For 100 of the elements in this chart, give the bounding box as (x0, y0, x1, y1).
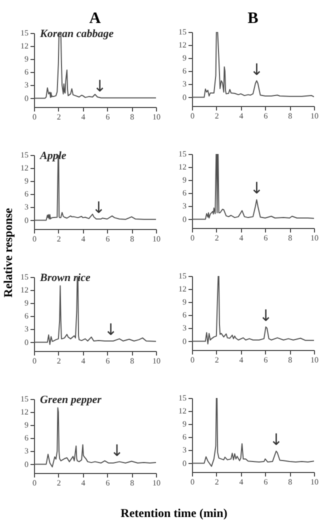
y-tick-label: 0 (24, 94, 28, 103)
y-tick-label: 9 (182, 176, 186, 185)
x-tick-label: 8 (288, 356, 292, 364)
annotation: Apple (39, 150, 66, 162)
annotation: ↓ (250, 60, 264, 79)
x-tick-label: 10 (152, 112, 160, 122)
y-tick-label: 6 (182, 432, 186, 442)
annotation: ↓ (104, 320, 118, 339)
x-tick-label: 4 (239, 234, 244, 242)
x-tick-label: 0 (190, 112, 194, 120)
y-tick-label: 15 (178, 150, 186, 158)
x-tick-label: 10 (152, 234, 160, 244)
y-tick-label: 9 (182, 298, 186, 307)
y-tick-label: 9 (182, 420, 186, 429)
x-tick-label: 8 (130, 234, 134, 244)
x-tick-label: 8 (130, 112, 134, 122)
y-tick-label: 0 (24, 460, 28, 469)
x-tick-label: 8 (288, 112, 292, 120)
x-tick-label: 10 (152, 356, 160, 366)
x-tick-label: 4 (81, 112, 86, 122)
x-tick-label: 8 (130, 478, 134, 488)
annotation: Green pepper (40, 394, 102, 406)
y-tick-label: 6 (24, 190, 28, 199)
annotation: ↓ (110, 441, 124, 460)
y-tick-label: 3 (24, 446, 28, 456)
y-tick-label: 12 (20, 42, 28, 51)
annotation: ↓ (92, 198, 106, 217)
y-tick-label: 3 (182, 324, 186, 333)
x-tick-label: 2 (56, 112, 61, 122)
y-tick-label: 0 (24, 338, 28, 347)
y-tick-label: 9 (24, 420, 28, 430)
y-tick-label: 15 (20, 394, 28, 404)
x-tick-label: 10 (310, 234, 318, 242)
y-tick-label: 15 (178, 28, 186, 36)
y-tick-label: 12 (20, 286, 28, 295)
x-tick-label: 10 (310, 478, 318, 486)
y-tick-label: 3 (24, 202, 28, 212)
y-tick-label: 12 (178, 40, 186, 50)
x-tick-label: 6 (264, 478, 268, 486)
x-tick-label: 2 (56, 478, 61, 488)
x-tick-label: 0 (32, 356, 36, 366)
x-tick-label: 4 (81, 356, 86, 366)
x-tick-label: 2 (214, 112, 219, 120)
x-tick-label: 8 (288, 478, 292, 486)
x-tick-label: 0 (190, 234, 194, 242)
x-tick-label: 8 (288, 234, 292, 242)
annotation: ↓ (259, 306, 273, 325)
x-tick-label: 6 (264, 112, 268, 120)
y-tick-label: 0 (182, 458, 186, 468)
y-tick-label: 12 (20, 164, 28, 173)
x-tick-label: 10 (310, 356, 318, 364)
y-axis-title: Relative response (0, 208, 16, 298)
y-tick-label: 12 (20, 408, 28, 417)
y-tick-label: 12 (178, 284, 186, 294)
annotation: ↓ (250, 178, 264, 198)
x-tick-label: 4 (239, 112, 244, 120)
x-tick-label: 4 (239, 356, 244, 364)
y-tick-label: 15 (178, 272, 186, 280)
y-tick-label: 15 (20, 272, 28, 282)
x-tick-label: 0 (32, 478, 36, 488)
y-tick-label: 3 (24, 80, 28, 90)
x-tick-label: 2 (214, 478, 219, 486)
x-tick-label: 0 (190, 478, 194, 486)
y-tick-label: 6 (182, 66, 186, 76)
x-tick-label: 4 (239, 478, 244, 486)
x-tick-label: 2 (56, 234, 61, 244)
y-tick-label: 0 (182, 214, 186, 224)
annotation: ↓ (269, 430, 283, 450)
annotation: ↓ (93, 76, 107, 96)
y-tick-label: 6 (182, 188, 186, 198)
y-tick-label: 6 (24, 68, 28, 77)
y-tick-label: 3 (24, 324, 28, 334)
y-tick-label: 15 (178, 394, 186, 402)
annotation: Brown rice (39, 272, 91, 284)
x-tick-label: 2 (56, 356, 61, 366)
x-tick-label: 2 (214, 234, 219, 242)
y-tick-label: 9 (24, 176, 28, 186)
x-tick-label: 6 (106, 478, 110, 488)
x-tick-label: 6 (106, 112, 110, 122)
x-axis-title: Retention time (min) (120, 506, 228, 520)
y-tick-label: 12 (178, 162, 186, 172)
x-tick-label: 0 (32, 112, 36, 122)
x-tick-label: 0 (32, 234, 36, 244)
y-tick-label: 15 (20, 28, 28, 38)
x-tick-label: 0 (190, 356, 194, 364)
x-tick-label: 10 (310, 112, 318, 120)
x-tick-label: 4 (81, 478, 86, 488)
y-tick-label: 0 (182, 336, 186, 346)
x-tick-label: 10 (152, 478, 160, 488)
x-tick-label: 6 (106, 234, 110, 244)
y-tick-label: 6 (24, 434, 28, 443)
annotation: Korean cabbage (39, 28, 114, 40)
y-tick-label: 3 (182, 80, 186, 89)
y-tick-label: 6 (182, 310, 186, 320)
x-tick-label: 6 (106, 356, 110, 366)
y-tick-label: 15 (20, 150, 28, 160)
chart-title: A (89, 10, 102, 27)
x-tick-label: 2 (214, 356, 219, 364)
y-tick-label: 3 (182, 202, 186, 211)
chart-title: B (248, 10, 259, 27)
